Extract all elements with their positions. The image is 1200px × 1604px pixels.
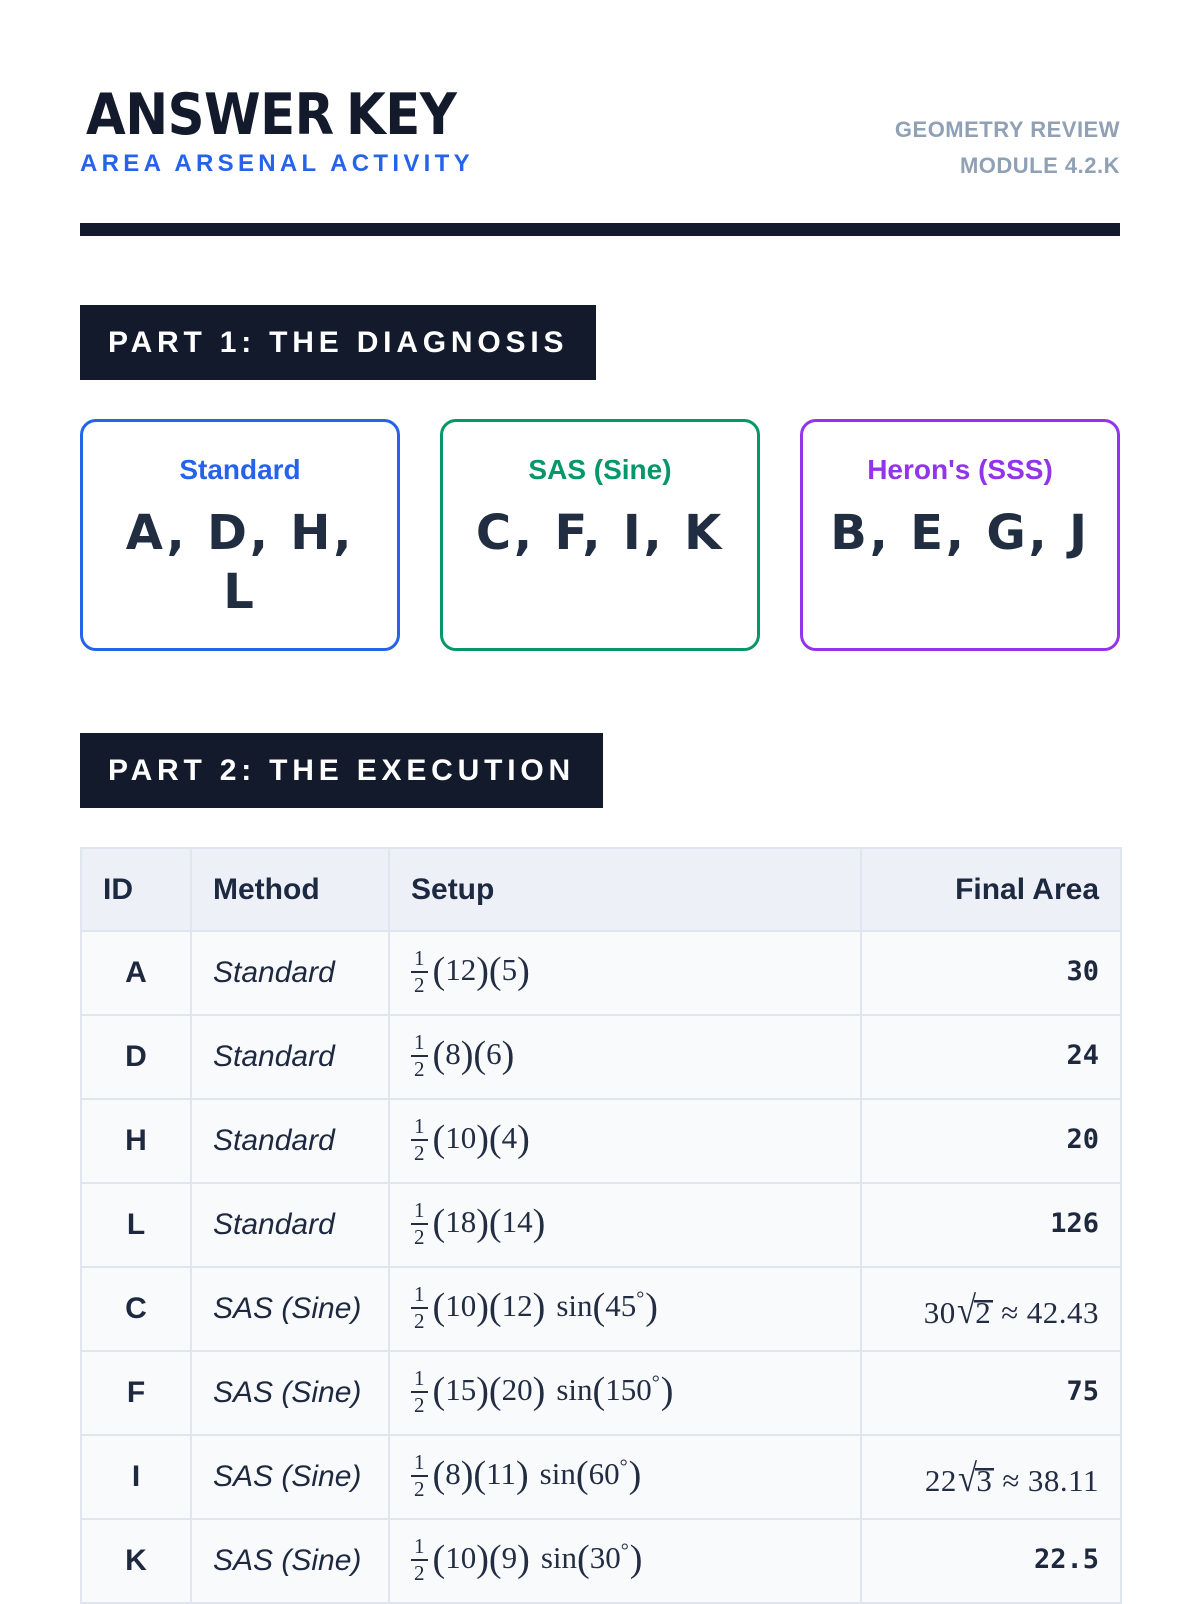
cell-method: Standard [190,1098,390,1184]
col-header-method: Method [190,847,390,932]
cell-method: Standard [190,1182,390,1268]
cell-id: L [80,1182,192,1268]
table-row: A Standard 1 2 (12)(5) 30 [80,930,1122,1016]
cell-setup: 1 2 (18)(14) [388,1182,862,1268]
cell-setup: 1 2 (10)(12) sin(45°) [388,1266,862,1352]
cell-setup: 1 2 (15)(20) sin(150°) [388,1350,862,1436]
table-row: I SAS (Sine) 1 2 (8)(11) sin(60°) 22√3 ≈38.11 [80,1434,1122,1520]
table-body: A Standard 1 2 (12)(5) 30 D Standard 1 2 (8)(6) 24 H… [80,930,1122,1604]
col-header-id: ID [80,847,192,932]
card-title: Heron's (SSS) [867,454,1053,485]
card-herons-sss: Heron's (SSS) B, E, G, J [800,419,1120,651]
cell-method: Standard [190,1014,390,1100]
card-title: SAS (Sine) [528,454,672,485]
table-row: F SAS (Sine) 1 2 (15)(20) sin(150°) 75 [80,1350,1122,1436]
part2-banner: PART 2: THE EXECUTION [80,733,603,808]
cell-id: K [80,1518,192,1604]
cell-id: A [80,930,192,1016]
cell-final-area: 24 [860,1014,1122,1100]
table-row: C SAS (Sine) 1 2 (10)(12) sin(45°) 30√2 ≈42.43 [80,1266,1122,1352]
col-header-final-area: Final Area [860,847,1122,932]
table-row: K SAS (Sine) 1 2 (10)(9) sin(30°) 22.5 [80,1518,1122,1604]
card-standard: Standard A, D, H, L [80,419,400,651]
table-row: H Standard 1 2 (10)(4) 20 [80,1098,1122,1184]
page-subtitle: AREA ARSENAL ACTIVITY [80,150,474,177]
table-head: ID Method Setup Final Area [80,847,1122,932]
meta-course: GEOMETRY REVIEW [894,117,1120,142]
part1-banner: PART 1: THE DIAGNOSIS [80,305,597,380]
cell-id: I [80,1434,192,1520]
col-header-setup: Setup [388,847,862,932]
cell-final-area: 75 [860,1350,1122,1436]
page-title: ANSWER KEY [86,82,457,148]
cell-setup: 1 2 (10)(9) sin(30°) [388,1518,862,1604]
cell-method: SAS (Sine) [190,1518,390,1604]
cell-final-area: 30√2 ≈42.43 [860,1266,1122,1352]
cell-final-area: 22√3 ≈38.11 [860,1434,1122,1520]
diagnosis-cards: Standard A, D, H, L SAS (Sine) C, F, I, … [80,419,1120,651]
masthead-meta: GEOMETRY REVIEW MODULE 4.2.K [895,112,1120,184]
card-letters: A, D, H, L [125,505,355,620]
execution-table: ID Method Setup Final Area A Standard 1 2 (1… [80,847,1122,1604]
cell-setup: 1 2 (10)(4) [388,1098,862,1184]
masthead-left: ANSWER KEY AREA ARSENAL ACTIVITY [80,87,474,178]
meta-module: MODULE 4.2.K [959,153,1120,178]
cell-method: SAS (Sine) [190,1350,390,1436]
cell-method: SAS (Sine) [190,1266,390,1352]
card-sas-sine: SAS (Sine) C, F, I, K [440,419,760,651]
card-letters: C, F, I, K [475,505,725,561]
cell-id: C [80,1266,192,1352]
cell-final-area: 126 [860,1182,1122,1268]
cell-setup: 1 2 (8)(6) [388,1014,862,1100]
cell-id: F [80,1350,192,1436]
card-title: Standard [179,454,301,485]
card-letters: B, E, G, J [830,505,1090,561]
table-row: L Standard 1 2 (18)(14) 126 [80,1182,1122,1268]
masthead: ANSWER KEY AREA ARSENAL ACTIVITY GEOMETR… [80,87,1120,179]
cell-setup: 1 2 (8)(11) sin(60°) [388,1434,862,1520]
cell-final-area: 30 [860,930,1122,1016]
cell-id: H [80,1098,192,1184]
cell-method: Standard [190,930,390,1016]
cell-method: SAS (Sine) [190,1434,390,1520]
cell-id: D [80,1014,192,1100]
header-rule [80,223,1120,236]
cell-setup: 1 2 (12)(5) [388,930,862,1016]
cell-final-area: 22.5 [860,1518,1122,1604]
cell-final-area: 20 [860,1098,1122,1184]
table-header-row: ID Method Setup Final Area [80,847,1122,932]
table-row: D Standard 1 2 (8)(6) 24 [80,1014,1122,1100]
page: ANSWER KEY AREA ARSENAL ACTIVITY GEOMETR… [0,87,1200,1604]
